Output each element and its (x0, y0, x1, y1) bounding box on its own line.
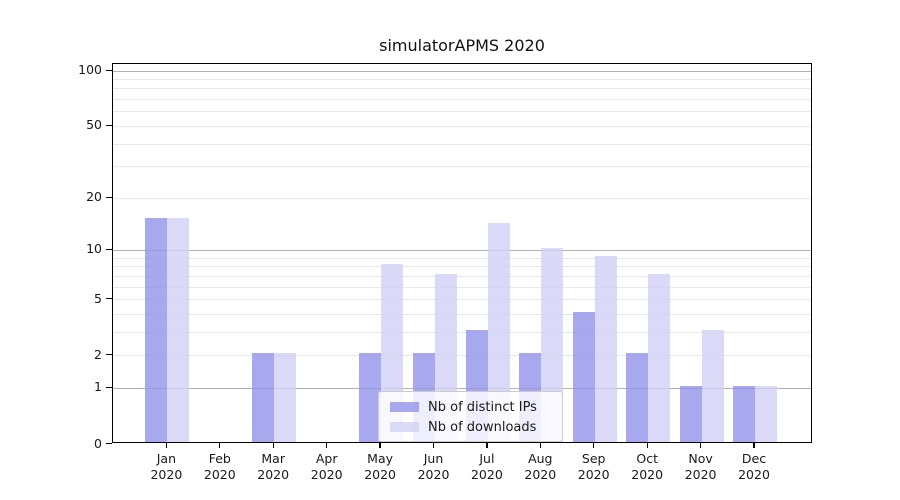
y-tick-mark (106, 354, 112, 356)
bar-downloads-oct-2020 (648, 273, 671, 442)
x-tick-label: Jul 2020 (470, 451, 503, 482)
legend-item-distinct-ips: Nb of distinct IPs (390, 397, 552, 417)
minor-gridline (113, 313, 811, 315)
bar-distinct-ips-sep-2020 (572, 311, 595, 442)
x-tick-mark (699, 443, 702, 448)
minor-gridline (113, 257, 811, 259)
y-tick-mark (106, 69, 112, 71)
x-tick-mark (326, 443, 328, 448)
y-tick-label: 100 (78, 62, 102, 77)
minor-gridline (113, 143, 811, 145)
x-tick-label: Apr 2020 (310, 451, 343, 482)
legend-swatch-downloads (390, 422, 419, 432)
bar-downloads-nov-2020 (701, 329, 724, 442)
y-tick-label: 1 (94, 379, 102, 395)
x-tick-label: Jun 2020 (417, 451, 450, 482)
bar-distinct-ips-dec-2020 (733, 385, 755, 442)
bar-downloads-mar-2020 (274, 353, 297, 442)
x-tick-label: Aug 2020 (524, 451, 557, 482)
major-gridline (113, 387, 811, 389)
y-tick-label: 5 (94, 290, 102, 306)
y-tick-mark (106, 248, 112, 251)
x-tick-mark (753, 443, 755, 448)
bar-distinct-ips-mar-2020 (252, 353, 275, 442)
bar-distinct-ips-jan-2020 (145, 217, 168, 442)
bar-downloads-sep-2020 (594, 255, 617, 442)
minor-gridline (113, 111, 811, 113)
x-tick-label: Sep 2020 (577, 451, 610, 482)
minor-gridline (113, 286, 811, 288)
legend-item-downloads: Nb of downloads (390, 417, 552, 437)
bar-downloads-jul-2020 (487, 222, 510, 442)
minor-gridline (113, 266, 811, 268)
x-tick-mark (272, 443, 274, 448)
minor-gridline (113, 166, 811, 168)
x-tick-label: May 2020 (364, 451, 396, 482)
minor-gridline (113, 125, 811, 127)
legend-label-downloads: Nb of downloads (428, 419, 537, 435)
y-tick-label: 0 (94, 435, 102, 451)
minor-gridline (113, 331, 811, 333)
minor-gridline (113, 197, 811, 199)
major-gridline (113, 70, 811, 72)
chart-title: simulatorAPMS 2020 (379, 36, 545, 55)
y-tick-mark (106, 298, 112, 300)
y-tick-mark (106, 443, 112, 445)
y-tick-mark (106, 196, 112, 198)
y-tick-mark (106, 386, 112, 389)
x-tick-label: Dec 2020 (738, 451, 770, 482)
x-tick-mark (486, 443, 488, 448)
x-tick-mark (539, 443, 541, 448)
bar-distinct-ips-oct-2020 (626, 353, 649, 442)
legend: Nb of distinct IPs Nb of downloads (378, 391, 563, 442)
x-tick-mark (379, 443, 381, 448)
y-tick-label: 50 (86, 117, 102, 133)
minor-gridline (113, 88, 811, 90)
minor-gridline (113, 78, 811, 80)
y-tick-label: 20 (86, 189, 102, 205)
minor-gridline (113, 99, 811, 100)
legend-label-distinct-ips: Nb of distinct IPs (428, 399, 537, 415)
y-tick-mark (106, 124, 112, 127)
x-tick-mark (646, 443, 648, 448)
x-tick-mark (165, 443, 168, 448)
legend-swatch-distinct-ips (390, 402, 419, 412)
x-tick-label: Mar 2020 (257, 451, 290, 482)
x-tick-label: Nov 2020 (684, 451, 717, 482)
x-tick-label: Feb 2020 (203, 451, 236, 482)
x-tick-label: Oct 2020 (631, 451, 664, 482)
bar-distinct-ips-may-2020 (359, 353, 382, 442)
x-tick-mark (432, 443, 435, 448)
minor-gridline (113, 275, 811, 277)
minor-gridline (113, 355, 811, 357)
bar-downloads-jan-2020 (167, 217, 190, 442)
x-tick-mark (593, 443, 595, 448)
y-tick-label: 10 (86, 241, 102, 257)
x-tick-label: Jan 2020 (150, 451, 183, 482)
major-gridline (113, 249, 811, 251)
bar-downloads-dec-2020 (755, 385, 777, 442)
plot-area (112, 63, 812, 443)
x-tick-mark (219, 443, 221, 448)
minor-gridline (113, 299, 811, 300)
y-tick-label: 2 (94, 346, 102, 362)
bar-distinct-ips-nov-2020 (679, 385, 702, 442)
